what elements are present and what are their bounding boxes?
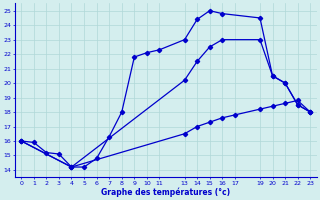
- X-axis label: Graphe des températures (°c): Graphe des températures (°c): [101, 187, 230, 197]
